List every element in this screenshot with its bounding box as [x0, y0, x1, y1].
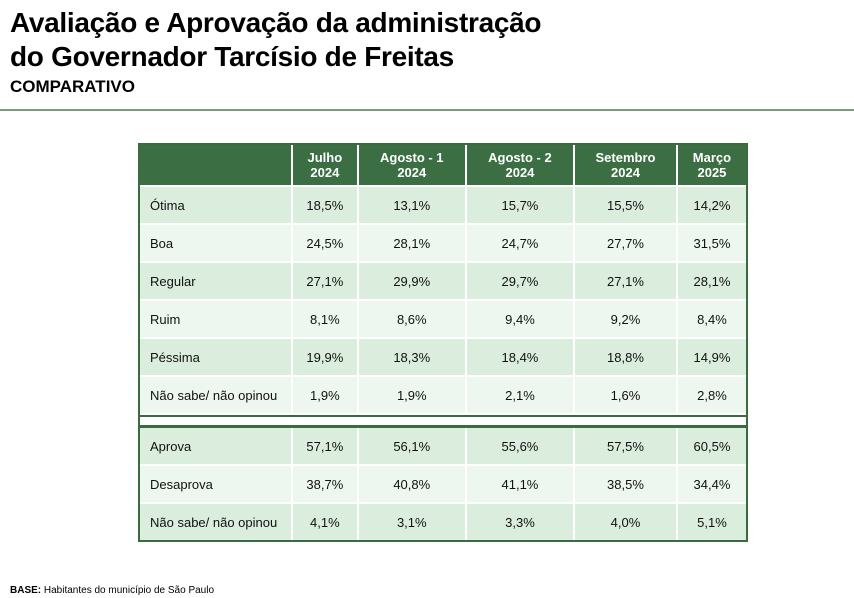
- table-cell: 57,5%: [575, 428, 678, 466]
- table-row-approval: Não sabe/ não opinou 4,1% 3,1% 3,3% 4,0%…: [140, 504, 746, 540]
- table-cell: 28,1%: [677, 263, 746, 301]
- table-cell: 5,1%: [677, 504, 746, 540]
- table-cell: 38,5%: [575, 466, 678, 504]
- table-cell: 4,1%: [293, 504, 359, 540]
- row-label: Ruim: [140, 301, 293, 339]
- header-corner-cell: [140, 145, 293, 187]
- results-table: Julho 2024 Agosto - 1 2024 Agosto - 2 2024 …: [140, 145, 746, 540]
- table-row-evaluation: Não sabe/ não opinou 1,9% 1,9% 2,1% 1,6%…: [140, 377, 746, 415]
- table-cell: 27,7%: [575, 225, 678, 263]
- table-cell: 19,9%: [293, 339, 359, 377]
- table-cell: 4,0%: [575, 504, 678, 540]
- table-row-evaluation: Ótima 18,5% 13,1% 15,7% 15,5% 14,2%: [140, 187, 746, 225]
- table-cell: 3,1%: [358, 504, 467, 540]
- table-cell: 14,2%: [677, 187, 746, 225]
- table-row-evaluation: Péssima 19,9% 18,3% 18,4% 18,8% 14,9%: [140, 339, 746, 377]
- column-header: Março 2025: [677, 145, 746, 187]
- separator-cell: [140, 415, 746, 428]
- table-cell: 27,1%: [293, 263, 359, 301]
- table-cell: 8,4%: [677, 301, 746, 339]
- table-cell: 2,1%: [466, 377, 576, 415]
- table-cell: 57,1%: [293, 428, 359, 466]
- page-title: Avaliação e Aprovação da administração d…: [10, 6, 542, 74]
- footer-base-note: BASE: Habitantes do município de São Pau…: [10, 585, 214, 597]
- page-subtitle: COMPARATIVO: [10, 77, 135, 96]
- column-header: Setembro 2024: [575, 145, 678, 187]
- table-cell: 28,1%: [358, 225, 467, 263]
- table-cell: 29,7%: [466, 263, 576, 301]
- table-cell: 15,5%: [575, 187, 678, 225]
- row-label: Não sabe/ não opinou: [140, 377, 293, 415]
- table-cell: 41,1%: [466, 466, 576, 504]
- table-cell: 18,4%: [466, 339, 576, 377]
- table-cell: 24,5%: [293, 225, 359, 263]
- table-cell: 8,1%: [293, 301, 359, 339]
- table-cell: 24,7%: [466, 225, 576, 263]
- table-cell: 34,4%: [677, 466, 746, 504]
- table-cell: 56,1%: [358, 428, 467, 466]
- column-header: Agosto - 2 2024: [466, 145, 576, 187]
- table-cell: 1,6%: [575, 377, 678, 415]
- table-cell: 9,4%: [466, 301, 576, 339]
- column-header: Agosto - 1 2024: [358, 145, 467, 187]
- row-label: Desaprova: [140, 466, 293, 504]
- results-table-container: Julho 2024 Agosto - 1 2024 Agosto - 2 2024 …: [138, 143, 748, 542]
- table-cell: 15,7%: [466, 187, 576, 225]
- table-cell: 38,7%: [293, 466, 359, 504]
- table-row-approval: Desaprova 38,7% 40,8% 41,1% 38,5% 34,4%: [140, 466, 746, 504]
- footer-base-text: Habitantes do município de São Paulo: [41, 585, 215, 596]
- table-cell: 27,1%: [575, 263, 678, 301]
- table-cell: 14,9%: [677, 339, 746, 377]
- table-cell: 40,8%: [358, 466, 467, 504]
- column-header: Julho 2024: [293, 145, 359, 187]
- table-cell: 2,8%: [677, 377, 746, 415]
- table-row-evaluation: Boa 24,5% 28,1% 24,7% 27,7% 31,5%: [140, 225, 746, 263]
- table-cell: 18,5%: [293, 187, 359, 225]
- section-separator: [140, 415, 746, 428]
- footer-base-label: BASE:: [10, 585, 42, 596]
- row-label: Ótima: [140, 187, 293, 225]
- title-line-1: Avaliação e Aprovação da administração: [10, 7, 542, 38]
- table-cell: 60,5%: [677, 428, 746, 466]
- table-cell: 18,8%: [575, 339, 678, 377]
- table-cell: 8,6%: [358, 301, 467, 339]
- table-cell: 29,9%: [358, 263, 467, 301]
- table-cell: 1,9%: [293, 377, 359, 415]
- row-label: Péssima: [140, 339, 293, 377]
- table-cell: 1,9%: [358, 377, 467, 415]
- row-label: Boa: [140, 225, 293, 263]
- title-line-2: do Governador Tarcísio de Freitas: [10, 41, 454, 72]
- table-cell: 13,1%: [358, 187, 467, 225]
- row-label: Aprova: [140, 428, 293, 466]
- row-label: Não sabe/ não opinou: [140, 504, 293, 540]
- table-row-approval: Aprova 57,1% 56,1% 55,6% 57,5% 60,5%: [140, 428, 746, 466]
- table-header-row: Julho 2024 Agosto - 1 2024 Agosto - 2 2024 …: [140, 145, 746, 187]
- table-cell: 18,3%: [358, 339, 467, 377]
- row-label: Regular: [140, 263, 293, 301]
- table-row-evaluation: Ruim 8,1% 8,6% 9,4% 9,2% 8,4%: [140, 301, 746, 339]
- table-cell: 9,2%: [575, 301, 678, 339]
- table-row-evaluation: Regular 27,1% 29,9% 29,7% 27,1% 28,1%: [140, 263, 746, 301]
- table-cell: 3,3%: [466, 504, 576, 540]
- table-cell: 31,5%: [677, 225, 746, 263]
- table-cell: 55,6%: [466, 428, 576, 466]
- header-divider: [0, 109, 854, 111]
